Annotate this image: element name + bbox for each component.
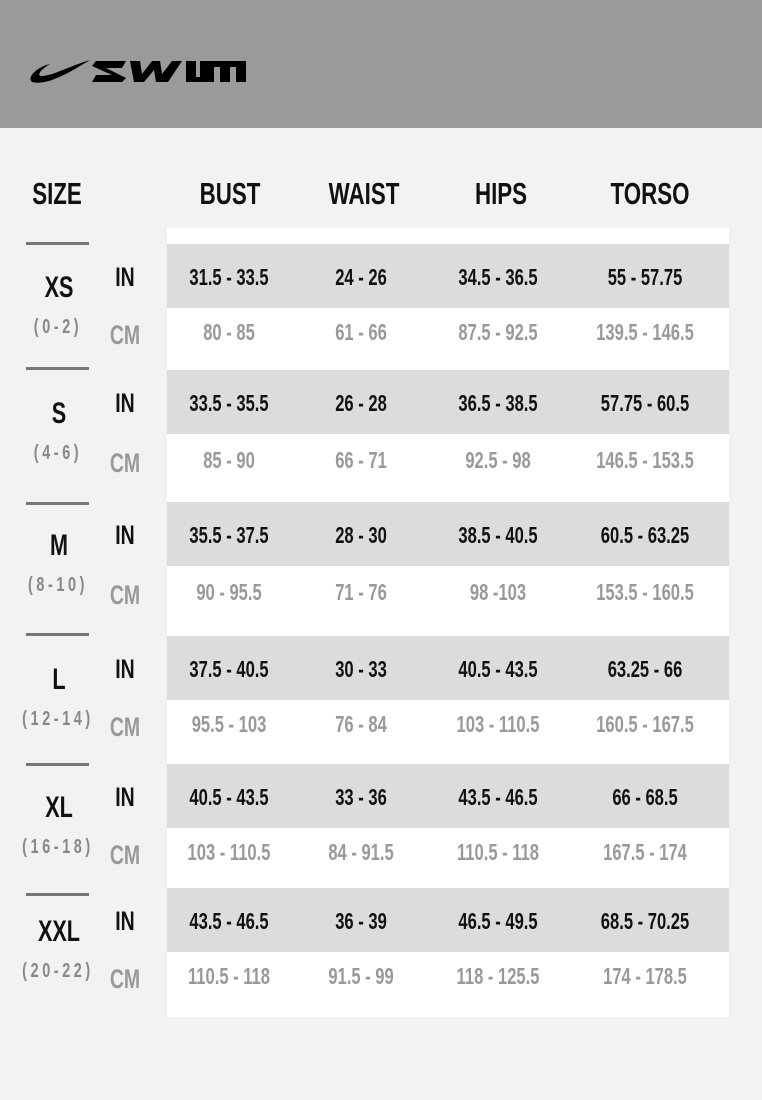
unit-in-label: IN (115, 262, 135, 292)
inch-value: 63.25 - 66 (607, 656, 683, 682)
size-divider (26, 763, 89, 766)
cm-value: 153.5 - 160.5 (596, 579, 694, 605)
size-label: XXL (37, 915, 81, 948)
inch-value: 30 - 33 (335, 656, 387, 682)
cm-value: 71 - 76 (335, 579, 387, 605)
inch-value: 46.5 - 49.5 (458, 908, 538, 934)
inch-value: 60.5 - 63.25 (600, 522, 690, 548)
waist-header: WAIST (328, 176, 400, 211)
inch-row-band (167, 244, 729, 308)
unit-cm-label: CM (109, 320, 141, 350)
size-divider (26, 242, 89, 245)
cm-value: 146.5 - 153.5 (596, 447, 694, 473)
cm-value: 98 -103 (469, 579, 527, 605)
inch-value: 38.5 - 40.5 (458, 522, 538, 548)
cm-value: 91.5 - 99 (328, 963, 394, 989)
cm-value: 139.5 - 146.5 (596, 319, 694, 345)
inch-value: 40.5 - 43.5 (458, 656, 538, 682)
unit-in-label: IN (115, 906, 135, 936)
inch-value: 40.5 - 43.5 (189, 784, 269, 810)
size-range: (0-2) (33, 316, 83, 338)
size-label: L (52, 663, 66, 696)
inch-value: 24 - 26 (335, 264, 387, 290)
size-divider (26, 502, 89, 505)
cm-value: 160.5 - 167.5 (596, 711, 694, 737)
cm-value: 167.5 - 174 (603, 839, 687, 865)
cm-value: 84 - 91.5 (328, 839, 394, 865)
inch-row-band (167, 764, 729, 828)
size-label: S (51, 397, 67, 430)
inch-value: 37.5 - 40.5 (189, 656, 269, 682)
inch-value: 33.5 - 35.5 (189, 390, 269, 416)
size-range: (8-10) (27, 574, 89, 596)
cm-value: 85 - 90 (203, 447, 255, 473)
inch-value: 36 - 39 (335, 908, 387, 934)
cm-value: 80 - 85 (203, 319, 255, 345)
inch-value: 68.5 - 70.25 (600, 908, 690, 934)
inch-value: 66 - 68.5 (612, 784, 678, 810)
cm-value: 110.5 - 118 (188, 963, 270, 989)
header-banner (0, 0, 762, 128)
size-label: M (50, 529, 68, 562)
cm-value: 92.5 - 98 (465, 447, 531, 473)
unit-in-label: IN (115, 782, 135, 812)
inch-value: 43.5 - 46.5 (458, 784, 538, 810)
cm-value: 87.5 - 92.5 (458, 319, 538, 345)
inch-value: 33 - 36 (335, 784, 387, 810)
size-divider (26, 367, 89, 370)
cm-value: 103 - 110.5 (187, 839, 271, 865)
inch-value: 28 - 30 (335, 522, 387, 548)
size-label: XS (44, 271, 74, 304)
cm-value: 110.5 - 118 (457, 839, 539, 865)
inch-row-band (167, 502, 729, 566)
inch-value: 43.5 - 46.5 (189, 908, 269, 934)
inch-value: 34.5 - 36.5 (458, 264, 538, 290)
inch-value: 55 - 57.75 (607, 264, 683, 290)
unit-in-label: IN (115, 388, 135, 418)
unit-in-label: IN (115, 654, 135, 684)
inch-value: 36.5 - 38.5 (458, 390, 538, 416)
inch-row-band (167, 888, 729, 952)
unit-cm-label: CM (109, 840, 141, 870)
unit-cm-label: CM (109, 712, 141, 742)
size-table (167, 228, 729, 1017)
size-header: SIZE (32, 176, 82, 211)
torso-header: TORSO (610, 176, 690, 211)
cm-value: 76 - 84 (335, 711, 387, 737)
unit-in-label: IN (115, 520, 135, 550)
hips-header: HIPS (474, 176, 528, 211)
cm-value: 66 - 71 (335, 447, 387, 473)
nike-swim-logo (30, 60, 246, 83)
cm-value: 118 - 125.5 (456, 963, 540, 989)
size-range: (16-18) (22, 836, 94, 858)
inch-value: 31.5 - 33.5 (189, 264, 269, 290)
cm-value: 61 - 66 (335, 319, 387, 345)
inch-value: 26 - 28 (335, 390, 387, 416)
cm-value: 90 - 95.5 (196, 579, 262, 605)
unit-cm-label: CM (109, 964, 141, 994)
cm-value: 103 - 110.5 (456, 711, 540, 737)
cm-value: 174 - 178.5 (603, 963, 687, 989)
size-range: (4-6) (33, 442, 83, 464)
unit-cm-label: CM (109, 448, 141, 478)
size-divider (26, 633, 89, 636)
bust-header: BUST (199, 176, 261, 211)
size-divider (26, 893, 89, 896)
cm-value: 95.5 - 103 (191, 711, 267, 737)
unit-cm-label: CM (109, 580, 141, 610)
inch-value: 35.5 - 37.5 (189, 522, 269, 548)
inch-row-band (167, 636, 729, 700)
size-range: (12-14) (22, 708, 94, 730)
size-label: XL (45, 791, 73, 824)
inch-row-band (167, 370, 729, 434)
inch-value: 57.75 - 60.5 (600, 390, 690, 416)
size-range: (20-22) (22, 960, 94, 982)
